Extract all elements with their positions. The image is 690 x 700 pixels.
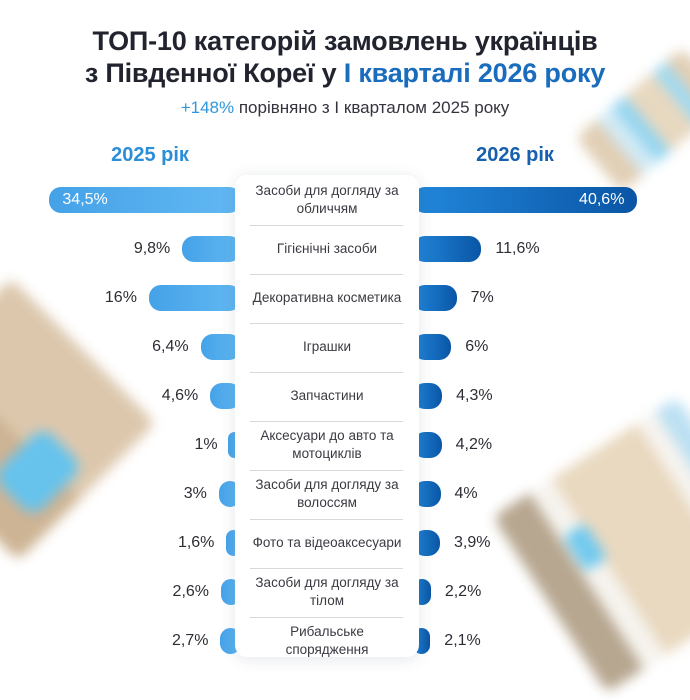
- category-card: [235, 175, 419, 657]
- category-divider: [250, 616, 403, 618]
- bar-2026-1: [413, 236, 482, 262]
- category-divider: [250, 469, 403, 471]
- value-label-2026: 7%: [470, 289, 494, 306]
- category-divider: [250, 224, 403, 226]
- page-subtitle: +148% порівняно з І кварталом 2025 року: [0, 98, 690, 118]
- category-divider: [250, 371, 403, 373]
- title-line2-accent: І кварталі 2026 року: [343, 58, 606, 88]
- value-label-2025: 4,6%: [161, 387, 199, 404]
- bar-2026-3: [413, 334, 452, 360]
- bar-2026-0: 40,6%: [413, 187, 638, 213]
- category-label: Гігієнічні засоби: [276, 241, 378, 256]
- page-title: ТОП-10 категорій замовлень українців з Пі…: [0, 0, 690, 89]
- column-header-2025: 2025 рік: [111, 144, 189, 166]
- category-label: Засоби для догляду за волоссям: [255, 477, 399, 510]
- category-divider: [250, 273, 403, 275]
- value-label-2025: 6,4%: [152, 338, 189, 355]
- title-line2-dark: з Південної Кореї у: [84, 58, 344, 88]
- value-label-2025: 2,6%: [172, 583, 210, 600]
- category-label: Фото та відеоаксесуари: [252, 535, 402, 550]
- category-label: Декоративна косметика: [252, 290, 402, 305]
- subtitle-growth-value: +148%: [180, 98, 235, 117]
- value-label-2025: 2,7%: [172, 632, 209, 649]
- category-label: Аксесуари до авто та мотоциклів: [260, 428, 394, 461]
- bar-2025-1: [182, 236, 241, 262]
- value-label-2026: 11,6%: [495, 240, 540, 257]
- value-label-2026: 40,6%: [579, 191, 625, 208]
- value-label-2026: 4,3%: [456, 387, 493, 404]
- category-label: Запчастини: [290, 388, 364, 403]
- category-label: Засоби для догляду за обличчям: [255, 183, 399, 216]
- bar-2026-2: [413, 285, 457, 311]
- category-divider: [250, 322, 403, 324]
- column-header-2026: 2026 рік: [476, 144, 554, 166]
- bar-2025-3: [200, 334, 241, 360]
- bar-2025-0: 34,5%: [49, 187, 241, 213]
- category-divider: [250, 518, 403, 520]
- value-label-2026: 4,2%: [455, 436, 493, 453]
- category-label: Іграшки: [303, 339, 351, 354]
- category-divider: [250, 420, 403, 422]
- value-label-2025: 1%: [194, 436, 218, 453]
- value-label-2025: 16%: [104, 289, 137, 306]
- value-label-2026: 2,2%: [444, 583, 482, 600]
- value-label-2026: 6%: [465, 338, 489, 355]
- category-label: Рибальське спорядження: [285, 624, 369, 657]
- subtitle-rest: порівняно з І кварталом 2025 року: [234, 98, 510, 117]
- value-label-2025: 34,5%: [62, 191, 108, 208]
- bar-2025-2: [148, 285, 241, 311]
- value-label-2025: 3%: [183, 485, 207, 502]
- value-label-2026: 3,9%: [453, 534, 491, 551]
- value-label-2026: 4%: [454, 485, 478, 502]
- category-divider: [250, 567, 403, 569]
- title-line1: ТОП-10 категорій замовлень українців: [92, 26, 598, 56]
- value-label-2026: 2,1%: [444, 632, 481, 649]
- value-label-2025: 9,8%: [133, 240, 171, 257]
- value-label-2025: 1,6%: [177, 534, 215, 551]
- category-label: Засоби для догляду за тілом: [255, 575, 399, 608]
